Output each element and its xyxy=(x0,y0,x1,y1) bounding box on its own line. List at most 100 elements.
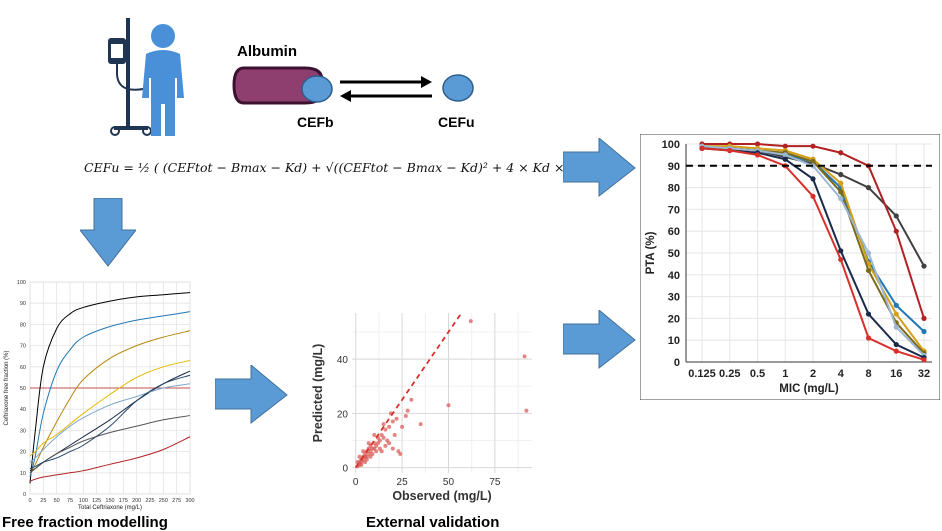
data-point xyxy=(361,449,366,454)
data-point xyxy=(383,443,388,448)
x-tick-label: 16 xyxy=(890,368,902,380)
y-tick-label: 60 xyxy=(668,226,680,238)
series-point xyxy=(893,348,899,354)
series-point xyxy=(810,143,816,149)
y-tick-label: 100 xyxy=(662,139,680,151)
data-point xyxy=(387,441,392,446)
bound-label: CEFb xyxy=(297,114,334,130)
y-tick-label: 80 xyxy=(20,322,26,328)
x-tick-label: 32 xyxy=(918,368,930,380)
data-point xyxy=(383,427,388,432)
series-point xyxy=(921,328,927,335)
free-fraction-caption: Free fraction modelling xyxy=(2,514,168,531)
data-point xyxy=(392,433,397,438)
data-point xyxy=(370,452,375,457)
series-point xyxy=(921,357,927,363)
y-axis-label: Ceftriaxone free fraction (%) xyxy=(4,350,10,425)
series-point xyxy=(921,315,927,321)
series-point xyxy=(782,143,788,149)
series-point xyxy=(754,152,761,158)
y-tick-label: 0 xyxy=(342,464,348,475)
series-point xyxy=(782,156,788,162)
free-ligand xyxy=(442,74,474,102)
data-point xyxy=(366,441,371,446)
series-point xyxy=(699,145,705,151)
y-tick-label: 30 xyxy=(20,428,26,434)
x-tick-label: 8 xyxy=(865,368,871,380)
series-point xyxy=(893,213,899,219)
data-point xyxy=(398,452,403,457)
data-point xyxy=(394,416,399,421)
arrow-right-icon xyxy=(215,365,288,425)
binding-formula: CEFu = ½ ( (CEFtot − Bmax − Kd) + √((CEF… xyxy=(84,160,627,175)
data-point xyxy=(357,454,362,459)
x-tick-label: 50 xyxy=(443,477,455,488)
x-tick-label: 100 xyxy=(79,498,88,504)
x-tick-label: 1 xyxy=(782,368,788,380)
data-point xyxy=(359,462,364,467)
series-point xyxy=(838,189,844,195)
x-tick-label: 275 xyxy=(172,498,181,504)
series-point xyxy=(893,302,899,308)
series-point xyxy=(838,150,844,156)
series-point xyxy=(754,141,761,147)
data-point xyxy=(418,422,423,427)
x-tick-label: 225 xyxy=(145,498,154,504)
series-point xyxy=(838,180,844,186)
series-point xyxy=(810,158,816,165)
y-tick-label: 0 xyxy=(674,357,680,369)
y-tick-label: 10 xyxy=(20,471,26,477)
x-tick-label: 125 xyxy=(92,498,101,504)
x-tick-label: 75 xyxy=(489,477,501,488)
y-tick-label: 70 xyxy=(20,344,26,350)
albumin-label: Albumin xyxy=(237,43,297,60)
data-point xyxy=(372,433,377,438)
y-tick-label: 90 xyxy=(20,301,26,307)
x-axis-label: MIC (mg/L) xyxy=(779,383,839,395)
x-tick-label: 175 xyxy=(119,498,128,504)
identity-line xyxy=(354,312,463,469)
y-tick-label: 70 xyxy=(668,204,680,216)
person-with-iv-drip-icon xyxy=(108,18,184,136)
y-tick-label: 40 xyxy=(668,270,680,282)
series-point xyxy=(838,195,844,202)
series-point xyxy=(810,176,816,182)
data-point xyxy=(387,424,392,429)
arrow-down-icon xyxy=(80,198,136,267)
series-point xyxy=(838,171,844,178)
series-line xyxy=(29,415,191,474)
x-tick-label: 300 xyxy=(185,498,194,504)
data-point xyxy=(374,449,379,454)
data-point xyxy=(400,424,405,429)
pta-chart: 0 10 20 30 40 50 60 70 80 90 100 0.125 0.25 0.5 1 2 4 8 16… xyxy=(640,134,940,400)
x-tick-label: 0 xyxy=(28,498,31,504)
y-axis-label: Predicted (mg/L) xyxy=(311,344,325,443)
series-point xyxy=(893,324,899,330)
y-tick-label: 50 xyxy=(20,386,26,392)
data-point xyxy=(409,397,414,402)
x-tick-label: 200 xyxy=(132,498,141,504)
chart-frame xyxy=(640,134,940,400)
series-point xyxy=(810,193,816,199)
data-point xyxy=(390,419,395,424)
equilibrium-arrows-icon xyxy=(340,76,432,102)
series-line xyxy=(29,374,191,470)
series-point xyxy=(893,341,899,348)
x-tick-label: 2 xyxy=(810,368,816,380)
y-tick-label: 40 xyxy=(337,355,349,366)
y-axis-label: PTA (%) xyxy=(645,231,657,274)
x-tick-label: 0 xyxy=(353,477,359,488)
albumin-shape xyxy=(232,66,324,105)
data-point xyxy=(364,457,369,462)
data-point xyxy=(468,319,473,324)
series-point xyxy=(727,147,733,154)
arrow-right-icon xyxy=(563,138,636,198)
bound-ligand xyxy=(301,75,333,103)
series-point xyxy=(865,335,872,341)
data-point xyxy=(405,408,410,413)
series-point xyxy=(838,256,844,263)
series-point xyxy=(921,263,927,269)
formula-text: CEFu = ½ ( (CEFtot − Bmax − Kd) + √((CEF… xyxy=(84,160,628,175)
series-point xyxy=(893,228,899,234)
